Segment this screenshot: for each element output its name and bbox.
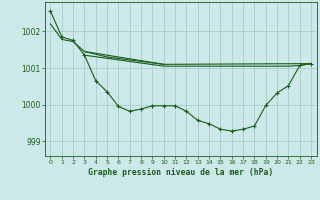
X-axis label: Graphe pression niveau de la mer (hPa): Graphe pression niveau de la mer (hPa) [88,168,273,177]
